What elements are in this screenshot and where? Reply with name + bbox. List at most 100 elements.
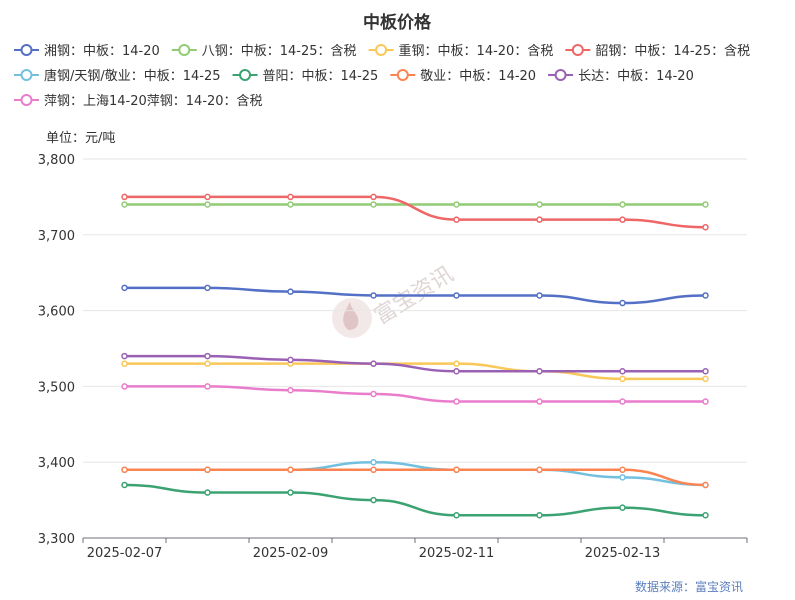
data-point[interactable] bbox=[453, 466, 460, 474]
data-point[interactable] bbox=[370, 466, 377, 474]
series-line[interactable] bbox=[124, 362, 706, 381]
series-line[interactable] bbox=[124, 460, 706, 487]
data-point[interactable] bbox=[204, 360, 211, 367]
legend-label: 重钢：中板：14-20：含税 bbox=[399, 43, 554, 59]
data-point[interactable] bbox=[121, 352, 128, 360]
series-4[interactable] bbox=[121, 193, 709, 231]
legend-item[interactable]: 八钢：中板：14-25：含税 bbox=[171, 43, 357, 59]
x-tick-label: 2025-02-11 bbox=[419, 546, 495, 561]
data-point[interactable] bbox=[121, 383, 128, 390]
data-point[interactable] bbox=[536, 216, 543, 223]
data-point[interactable] bbox=[536, 398, 543, 405]
data-point[interactable] bbox=[702, 481, 709, 489]
legend-item[interactable]: 长达：中板：14-20 bbox=[548, 69, 694, 84]
data-point[interactable] bbox=[619, 466, 626, 474]
series-line[interactable] bbox=[124, 385, 706, 403]
series-line[interactable] bbox=[124, 195, 706, 229]
series-8[interactable] bbox=[121, 352, 709, 375]
data-point[interactable] bbox=[619, 398, 626, 405]
data-point[interactable] bbox=[536, 466, 543, 474]
data-point[interactable] bbox=[204, 352, 211, 360]
data-point[interactable] bbox=[619, 474, 626, 481]
data-point[interactable] bbox=[121, 201, 128, 208]
data-point[interactable] bbox=[370, 201, 377, 208]
data-point[interactable] bbox=[204, 466, 211, 474]
legend-marker-icon bbox=[554, 69, 567, 81]
data-point[interactable] bbox=[453, 512, 460, 519]
data-point[interactable] bbox=[619, 375, 626, 383]
data-point[interactable] bbox=[370, 458, 377, 466]
data-point[interactable] bbox=[370, 292, 377, 299]
data-point[interactable] bbox=[536, 201, 543, 208]
data-point[interactable] bbox=[453, 292, 460, 299]
data-point[interactable] bbox=[287, 356, 294, 364]
legend-item[interactable]: 萍钢：上海14-20萍钢：14-20：含税 bbox=[14, 93, 263, 109]
data-point[interactable] bbox=[370, 193, 377, 201]
data-point[interactable] bbox=[204, 201, 211, 208]
series-9[interactable] bbox=[121, 383, 709, 405]
data-point[interactable] bbox=[702, 367, 709, 375]
data-point[interactable] bbox=[204, 193, 211, 201]
data-point[interactable] bbox=[121, 466, 128, 474]
legend-label: 普阳：中板：14-25 bbox=[263, 69, 379, 84]
legend-item[interactable]: 唐钢/天钢/敬业：中板：14-25 bbox=[14, 68, 221, 84]
data-point[interactable] bbox=[370, 360, 377, 367]
data-point[interactable] bbox=[370, 390, 377, 398]
data-point[interactable] bbox=[121, 360, 128, 367]
data-point[interactable] bbox=[121, 481, 128, 489]
legend-item[interactable]: 湘钢：中板：14-20 bbox=[14, 44, 160, 59]
data-point[interactable] bbox=[287, 288, 294, 295]
data-point[interactable] bbox=[287, 386, 294, 394]
data-point[interactable] bbox=[619, 299, 626, 307]
legend-item[interactable]: 普阳：中板：14-25 bbox=[232, 69, 379, 84]
data-point[interactable] bbox=[619, 216, 626, 223]
data-point[interactable] bbox=[702, 398, 709, 405]
data-point[interactable] bbox=[121, 284, 128, 292]
data-point[interactable] bbox=[204, 284, 211, 292]
series-7[interactable] bbox=[121, 466, 709, 489]
data-point[interactable] bbox=[536, 512, 543, 519]
legend-item[interactable]: 重钢：中板：14-20：含税 bbox=[368, 43, 554, 59]
data-point[interactable] bbox=[453, 360, 460, 367]
series-line[interactable] bbox=[124, 468, 706, 487]
data-source-label: 数据来源：富宝资讯 bbox=[635, 579, 743, 594]
data-point[interactable] bbox=[204, 383, 211, 390]
series-line[interactable] bbox=[124, 286, 706, 305]
data-point[interactable] bbox=[619, 201, 626, 208]
legend-item[interactable]: 韶钢：中板：14-25：含税 bbox=[565, 43, 750, 59]
data-point[interactable] bbox=[702, 375, 709, 383]
data-point[interactable] bbox=[287, 193, 294, 201]
y-tick-label: 3,300 bbox=[38, 532, 75, 547]
data-point[interactable] bbox=[702, 512, 709, 519]
data-point[interactable] bbox=[702, 223, 709, 231]
data-point[interactable] bbox=[453, 367, 460, 375]
data-point[interactable] bbox=[619, 367, 626, 375]
y-axis: 3,300 3,400 3,500 3,600 3,700 3,800 bbox=[38, 153, 75, 547]
legend-item[interactable]: 敬业：中板：14-20 bbox=[390, 68, 536, 84]
series-6[interactable] bbox=[121, 481, 709, 519]
data-point[interactable] bbox=[453, 398, 460, 405]
chart-legend[interactable]: 湘钢：中板：14-20 八钢：中板：14-25：含税 重钢：中板：14-20：含税 韶… bbox=[14, 43, 750, 109]
data-point[interactable] bbox=[453, 216, 460, 223]
legend-marker-icon bbox=[239, 69, 252, 81]
data-point[interactable] bbox=[536, 292, 543, 299]
data-point[interactable] bbox=[453, 201, 460, 208]
data-point[interactable] bbox=[121, 193, 128, 201]
data-point[interactable] bbox=[370, 496, 377, 504]
series-1[interactable] bbox=[121, 284, 709, 307]
series-line[interactable] bbox=[124, 354, 706, 373]
data-point[interactable] bbox=[204, 489, 211, 496]
series-5[interactable] bbox=[121, 458, 709, 489]
data-point[interactable] bbox=[287, 489, 294, 496]
series-2[interactable] bbox=[121, 201, 709, 208]
data-point[interactable] bbox=[702, 292, 709, 299]
series-line[interactable] bbox=[124, 483, 706, 517]
data-point[interactable] bbox=[702, 201, 709, 208]
data-point[interactable] bbox=[536, 367, 543, 375]
legend-marker-icon bbox=[178, 44, 191, 56]
legend-label: 唐钢/天钢/敬业：中板：14-25 bbox=[44, 68, 221, 84]
data-point[interactable] bbox=[287, 466, 294, 474]
data-point[interactable] bbox=[287, 201, 294, 208]
data-point[interactable] bbox=[619, 504, 626, 511]
series-lines[interactable] bbox=[121, 193, 709, 519]
